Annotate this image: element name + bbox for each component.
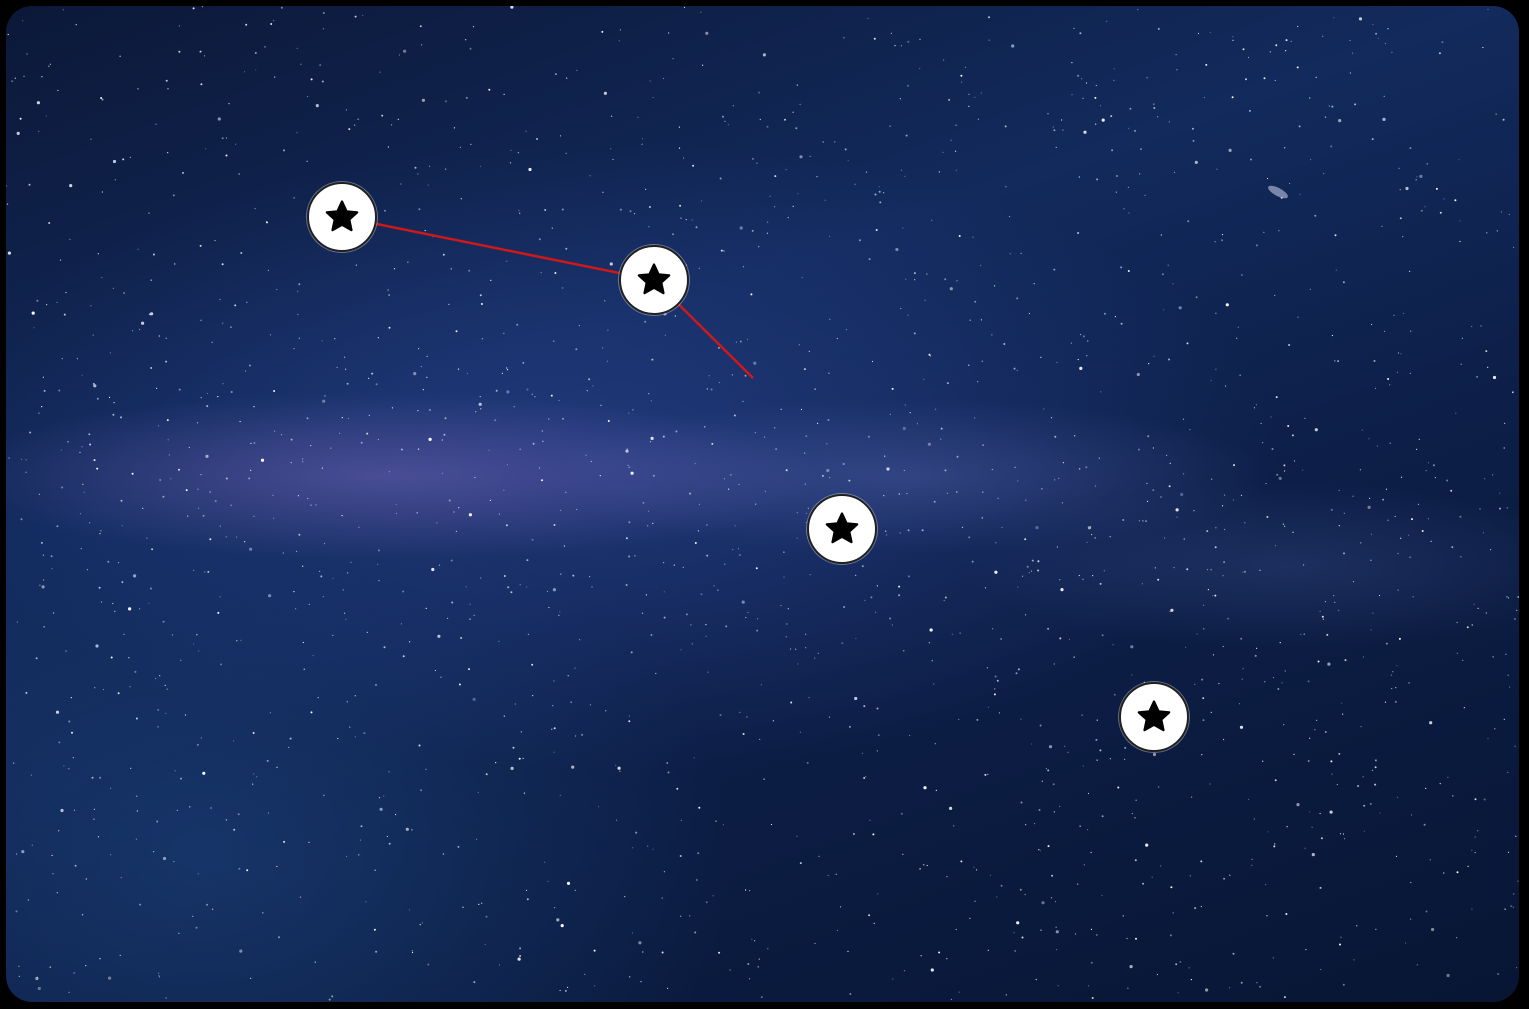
galaxy-smudge xyxy=(1268,185,1288,199)
star-node-star-3[interactable] xyxy=(807,494,877,564)
star-icon xyxy=(637,263,671,295)
star-icon xyxy=(1137,700,1171,732)
star-node-star-2[interactable] xyxy=(619,245,689,315)
connection-line xyxy=(341,215,655,282)
starfield-background xyxy=(6,6,1519,1001)
sky-board xyxy=(6,6,1519,1002)
starfield xyxy=(6,6,1519,1001)
star-node-star-4[interactable] xyxy=(1119,682,1189,752)
star-icon xyxy=(325,200,359,232)
star-icon xyxy=(825,512,859,544)
star-node-star-1[interactable] xyxy=(307,182,377,252)
connection-lines xyxy=(341,215,754,379)
